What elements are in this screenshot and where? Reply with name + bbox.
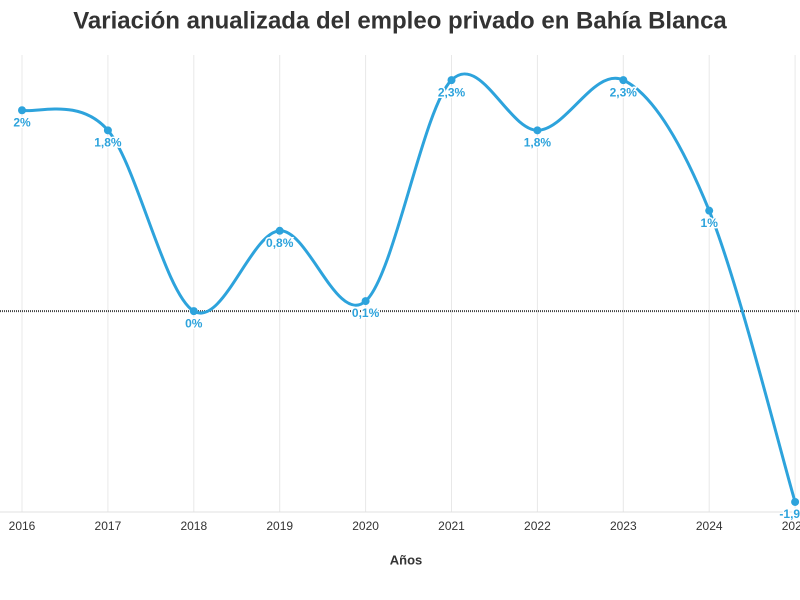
x-tick-label: 2022: [524, 519, 551, 533]
x-tick-label: 2021: [438, 519, 465, 533]
value-label: 0%: [185, 316, 203, 330]
x-tick-label: 2017: [95, 519, 122, 533]
value-label: 0,1%: [352, 306, 380, 320]
point: [619, 76, 628, 85]
point: [18, 106, 26, 115]
x-axis-label: Años: [390, 552, 423, 567]
value-label: 1%: [701, 216, 719, 230]
value-label: 2,3%: [438, 85, 466, 99]
point: [533, 126, 542, 135]
line: [21, 72, 797, 503]
point: [447, 76, 456, 85]
point: [103, 126, 112, 135]
point: [189, 307, 198, 316]
value-label: 0,8%: [266, 236, 294, 250]
x-tick-label: 2023: [610, 519, 637, 533]
x-tick-label: 2020: [352, 519, 379, 533]
point: [791, 497, 800, 506]
x-tick-label: 2016: [9, 519, 36, 533]
chart-title: Variación anualizada del empleo privado …: [73, 7, 727, 34]
value-label: 1,8%: [94, 136, 122, 150]
point: [275, 226, 284, 235]
point: [361, 297, 370, 306]
x-tick-label: 2024: [696, 519, 723, 533]
value-label: 2%: [13, 115, 31, 129]
value-label: 1,8%: [524, 136, 552, 150]
value-label: 2,3%: [610, 85, 638, 99]
x-tick-label: 2019: [266, 519, 293, 533]
value-label: -1,9%: [779, 507, 800, 521]
point: [705, 206, 714, 215]
x-tick-label: 2025: [782, 519, 800, 533]
x-tick-label: 2018: [180, 519, 207, 533]
